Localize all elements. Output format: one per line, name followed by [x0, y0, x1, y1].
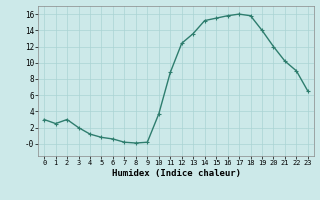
X-axis label: Humidex (Indice chaleur): Humidex (Indice chaleur) — [111, 169, 241, 178]
